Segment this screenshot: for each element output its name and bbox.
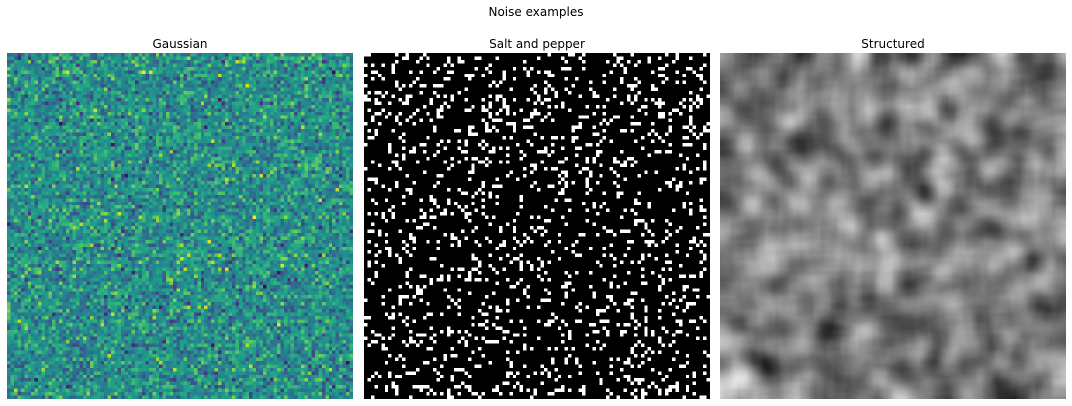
- salt-pepper-noise-image: [364, 53, 710, 399]
- gaussian-panel: Gaussian: [7, 36, 353, 399]
- figure-title: Noise examples: [488, 5, 584, 19]
- structured-title: Structured: [861, 37, 925, 51]
- gaussian-noise-image: [7, 53, 353, 399]
- salt-pepper-title: Salt and pepper: [489, 37, 585, 51]
- gaussian-title: Gaussian: [152, 37, 208, 51]
- structured-panel: Structured: [720, 36, 1066, 399]
- structured-noise-image: [720, 53, 1066, 399]
- salt-pepper-panel: Salt and pepper: [364, 36, 710, 399]
